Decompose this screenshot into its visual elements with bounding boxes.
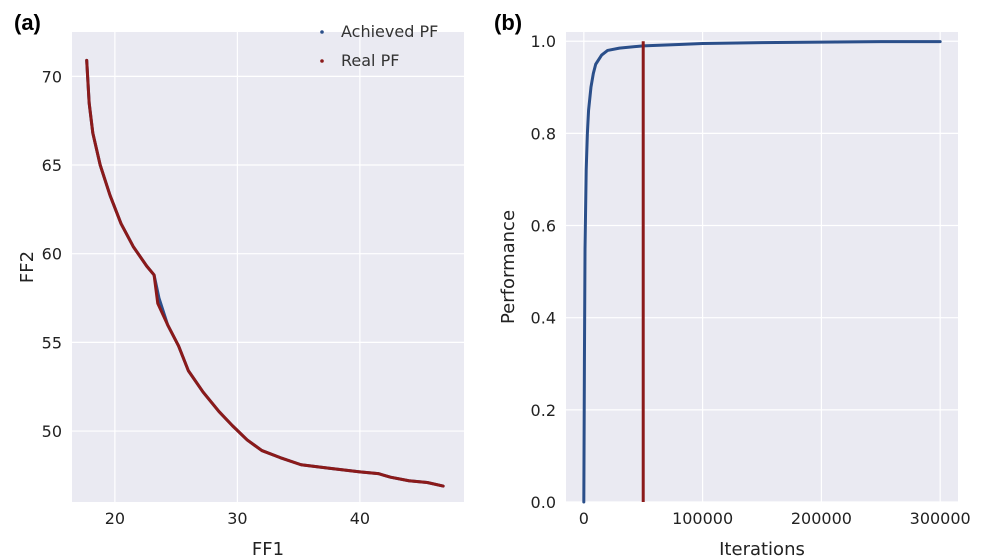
legend-marker-achieved <box>320 30 324 34</box>
series-line-b-0 <box>582 40 942 504</box>
y-tick-label-b: 0.0 <box>531 493 556 512</box>
tick-labels-a: 20 30 40 50 55 60 65 70 <box>42 67 370 528</box>
x-axis-label-b: Iterations <box>719 539 805 560</box>
grid-a <box>72 32 464 502</box>
y-tick-label-a: 65 <box>42 156 62 175</box>
series-line-a-1 <box>85 58 445 488</box>
series-lines-a <box>85 58 445 488</box>
y-tick-label-a: 60 <box>42 245 62 264</box>
series-lines-b <box>582 40 942 504</box>
panel-b: 0 100000 200000 300000 0.0 0.2 0.4 0.6 0.8 1.0 (b… <box>494 10 971 560</box>
legend-marker-real <box>320 59 324 63</box>
legend-entry-achieved: Achieved PF <box>341 22 438 41</box>
x-axis-label-a: FF1 <box>252 539 284 560</box>
x-tick-label-a: 30 <box>227 509 247 528</box>
x-tick-label-b: 100000 <box>672 509 733 528</box>
y-tick-label-b: 0.2 <box>531 401 556 420</box>
x-tick-label-a: 40 <box>350 509 370 528</box>
x-tick-label-a: 20 <box>105 509 125 528</box>
panel-label-b: (b) <box>494 10 522 35</box>
tick-labels-b: 0 100000 200000 300000 0.0 0.2 0.4 0.6 0.8 1.0 <box>531 32 971 528</box>
y-tick-label-b: 1.0 <box>531 32 556 51</box>
panel-a: 20 30 40 50 55 60 65 70 (a) FF1 FF2 Achieved PF… <box>14 10 464 560</box>
plot-area-b <box>566 32 958 502</box>
x-tick-label-b: 300000 <box>910 509 971 528</box>
legend-a: Achieved PF Real PF <box>320 22 438 70</box>
y-tick-label-a: 50 <box>42 422 62 441</box>
y-tick-label-a: 70 <box>42 67 62 86</box>
y-tick-label-a: 55 <box>42 333 62 352</box>
y-axis-label-b: Performance <box>498 210 519 324</box>
y-tick-label-b: 0.4 <box>531 309 556 328</box>
plot-area-a <box>72 32 464 502</box>
panel-label-a: (a) <box>14 10 41 35</box>
x-tick-label-b: 0 <box>579 509 589 528</box>
y-axis-label-a: FF2 <box>17 251 38 283</box>
y-tick-label-b: 0.6 <box>531 217 556 236</box>
x-tick-label-b: 200000 <box>791 509 852 528</box>
y-tick-label-b: 0.8 <box>531 124 556 143</box>
legend-entry-real: Real PF <box>341 51 399 70</box>
